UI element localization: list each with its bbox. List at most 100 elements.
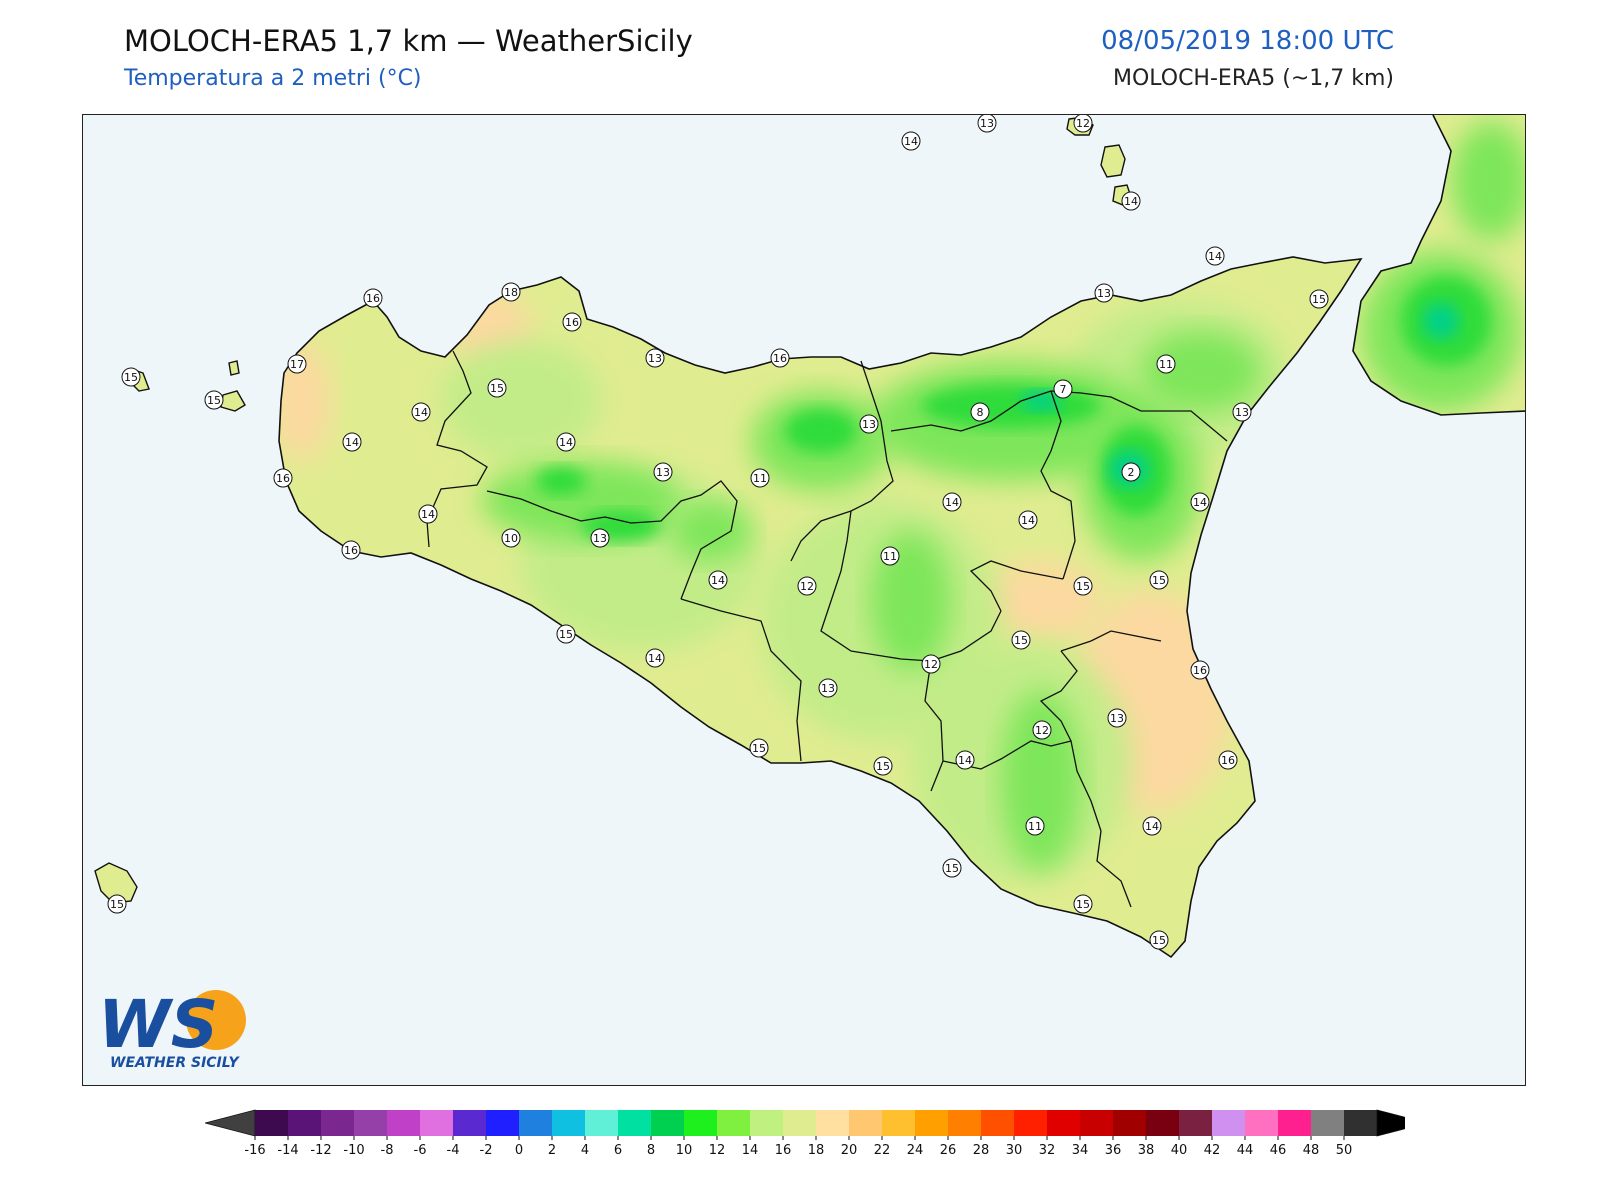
station-value: 14 [1208,250,1222,263]
station-circle [1190,660,1210,680]
station-circle [818,678,838,698]
colorbar-segment [486,1110,520,1136]
station-circle [1025,816,1045,836]
station-marker: 8 [970,402,990,422]
station-marker: 15 [1073,894,1093,914]
colorbar-tick-label: -6 [414,1143,427,1158]
station-circle [1073,115,1093,133]
station-value: 14 [1021,514,1035,527]
station-value: 15 [1076,898,1090,911]
station-value: 14 [1193,496,1207,509]
station-value: 14 [421,508,435,521]
station-value: 15 [124,371,138,384]
weathersicily-logo-icon: WS WEATHER SICILY [96,985,256,1075]
station-circle [1018,510,1038,530]
station-circle [1121,462,1141,482]
station-circle [1232,402,1252,422]
station-value: 11 [883,550,897,563]
colorbar-segment [387,1110,421,1136]
station-circle [942,492,962,512]
colorbar-svg: -16 -14 -12 -10 -8 -6 -4 -2 0 2 4 6 8 10 12 14 16 18 20 22 2… [203,1109,1429,1158]
station-value: 12 [924,658,938,671]
colorbar-segment [1014,1110,1048,1136]
station-circle [590,528,610,548]
station-circle [1149,570,1169,590]
station-marker: 16 [1190,660,1210,680]
colorbar-tick-label: 32 [1039,1143,1056,1158]
colorbar-segment [882,1110,916,1136]
station-marker: 13 [1232,402,1252,422]
colorbar-segment [453,1110,487,1136]
station-value: 12 [1076,117,1090,130]
colorbar-tick-label: 6 [614,1143,622,1158]
station-value: 15 [490,382,504,395]
station-marker: 13 [977,115,997,133]
station-circle [121,367,141,387]
colorbar-tick-label: 48 [1303,1143,1320,1158]
colorbar-segment [1311,1110,1345,1136]
colorbar-tick-label: 30 [1006,1143,1023,1158]
station-marker: 12 [921,654,941,674]
station-marker: 14 [1142,816,1162,836]
colorbar-segment [1179,1110,1213,1136]
station-marker: 15 [1011,630,1031,650]
colorbar-segment [519,1110,553,1136]
colorbar-segment [552,1110,586,1136]
colorbar-tick-label: 36 [1105,1143,1122,1158]
colorbar-tick-label: 16 [775,1143,792,1158]
station-value: 13 [980,117,994,130]
aeolian-islands [1066,116,1132,206]
colorbar-tick-label: 14 [742,1143,759,1158]
station-marker: 17 [287,354,307,374]
colorbar-segment [849,1110,883,1136]
station-circle [1121,191,1141,211]
station-marker: 16 [341,540,361,560]
station-marker: 12 [797,576,817,596]
station-marker: 11 [750,468,770,488]
colorbar-over-arrow [1376,1109,1429,1137]
colorbar-segment [354,1110,388,1136]
station-marker: 14 [901,131,921,151]
colorbar-segment [1278,1110,1312,1136]
station-circle [970,402,990,422]
colorbar-segment [1245,1110,1279,1136]
station-circle [562,312,582,332]
colorbar-segment [420,1110,454,1136]
station-marker: 15 [1149,930,1169,950]
station-circle [341,540,361,560]
station-value: 8 [977,406,984,419]
colorbar-tick-label: 38 [1138,1143,1155,1158]
station-value: 14 [1124,195,1138,208]
colorbar-tick-label: 0 [515,1143,523,1158]
station-marker: 14 [955,750,975,770]
temperature-map: 14 13 12 14 14 13 15 16 18 16 13 16 11 15 17 15 15 7 14 8 13… [82,114,1526,1086]
colorbar-segment [1344,1110,1378,1136]
colorbar-tick-label: -14 [277,1143,298,1158]
colorbar-tick-label: 2 [548,1143,556,1158]
station-value: 16 [1221,754,1235,767]
colorbar-tick-label: -10 [343,1143,364,1158]
egadi-islands [128,360,246,412]
station-value: 15 [1152,574,1166,587]
station-value: 13 [1097,287,1111,300]
station-marker: 15 [873,756,893,776]
station-value: 13 [821,682,835,695]
colorbar-tick-label: 42 [1204,1143,1221,1158]
colorbar-tick-label: 28 [973,1143,990,1158]
station-marker: 15 [1309,289,1329,309]
logo-letters: WS [98,986,218,1055]
station-circle [1156,354,1176,374]
station-marker: 13 [645,348,665,368]
calabria-landmass [1352,115,1525,416]
station-marker: 14 [645,648,665,668]
logo-text: WEATHER SICILY [110,1055,239,1071]
colorbar-segment [255,1110,289,1136]
station-marker: 11 [880,546,900,566]
station-circle [901,131,921,151]
valid-datetime: 08/05/2019 18:00 UTC [1101,26,1394,56]
station-circle [418,504,438,524]
station-value: 7 [1060,383,1067,396]
station-marker: 16 [363,288,383,308]
colorbar-tick-label: 26 [940,1143,957,1158]
colorbar-tick-label: 20 [841,1143,858,1158]
